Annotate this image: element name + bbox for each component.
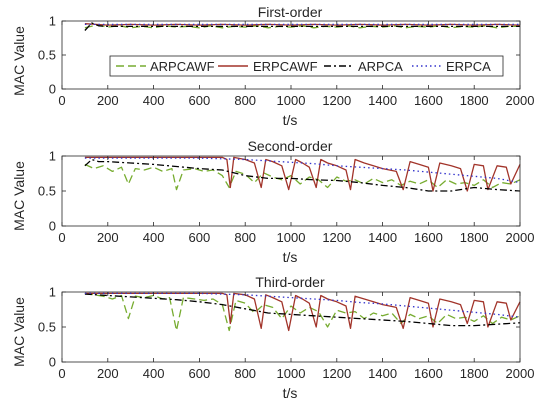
panel-third-order: Third-order MAC Value t/s 0 200 400 600 800 1… [11,274,534,401]
x-tick-label: 1600 [414,366,443,381]
series-line-erpcawf [84,23,521,26]
x-tick-label: 200 [97,93,119,108]
plot-area: 0 200 400 600 800 1000 1200 1400 1600 1800 2000 0 0.… [38,14,535,109]
plot-area: 0 200 400 600 800 1000 1200 1400 1600 1800 2000 0 0.… [38,285,535,382]
x-tick-label: 600 [189,366,211,381]
x-tick-label: 1800 [460,93,489,108]
y-tick-label: 1 [49,14,56,29]
panel-title: First-order [258,4,323,20]
x-tick-label: 1800 [460,230,489,245]
series-line-erpca [84,292,521,318]
x-tick-label: 1200 [322,93,351,108]
x-tick-label: 600 [189,230,211,245]
y-tick-label: 1 [49,285,56,300]
x-tick-label: 2000 [506,366,535,381]
panel-second-order: Second-order MAC Value t/s 0 200 400 600 800… [11,138,534,265]
y-axis-label: MAC Value [11,297,27,367]
x-axis-label: t/s [283,112,298,128]
x-tick-label: 0 [58,93,65,108]
y-tick-label: 0.5 [38,48,56,63]
legend-label: ARPCAWF [150,59,215,74]
series-line-arpcawf [84,163,521,191]
legend: ARPCAWF ERPCAWF ARPCA ERPCA [109,55,504,77]
x-tick-label: 400 [143,93,165,108]
x-tick-label: 1200 [322,366,351,381]
x-tick-label: 1600 [414,93,443,108]
x-tick-label: 1800 [460,366,489,381]
x-tick-label: 2000 [506,230,535,245]
panel-first-order: First-order MAC Value t/s 0 200 400 600 800 1… [11,4,534,128]
x-tick-label: 800 [234,230,256,245]
y-tick-label: 0.5 [38,320,56,335]
plot-background [62,292,520,362]
y-tick-label: 0 [49,82,56,97]
plot-background [62,21,520,89]
x-axis-label: t/s [283,249,298,265]
x-tick-label: 1000 [277,366,306,381]
x-tick-label: 200 [97,366,119,381]
legend-entry-erpca: ERPCA [412,59,491,74]
legend-entry-arpca: ARPCA [324,59,403,74]
x-tick-label: 1000 [277,93,306,108]
x-tick-label: 1400 [368,366,397,381]
x-tick-label: 600 [189,93,211,108]
legend-label: ERPCAWF [253,59,318,74]
series-line-arpca [84,22,520,31]
series-line-erpca [84,157,521,184]
panel-title: Third-order [255,274,325,290]
series-line-arpcawf [84,292,521,332]
x-tick-label: 400 [143,366,165,381]
x-tick-label: 800 [234,366,256,381]
x-tick-label: 1400 [368,230,397,245]
plot-area: 0 200 400 600 800 1000 1200 1400 1600 1800 2000 0 0.… [38,149,535,246]
x-tick-label: 0 [58,230,65,245]
legend-box [109,55,504,77]
y-tick-label: 0 [49,355,56,370]
y-tick-label: 0.5 [38,184,56,199]
x-axis-label: t/s [283,385,298,401]
x-tick-label: 200 [97,230,119,245]
x-tick-label: 800 [234,93,256,108]
legend-entry-erpcawf: ERPCAWF [218,59,318,74]
x-tick-label: 1400 [368,93,397,108]
y-tick-label: 0 [49,219,56,234]
y-tick-label: 1 [49,149,56,164]
series-line-arpca [84,293,521,327]
x-tick-label: 1200 [322,230,351,245]
y-axis-label: MAC Value [11,161,27,231]
x-tick-label: 400 [143,230,165,245]
legend-entry-arpcawf: ARPCAWF [116,59,215,74]
series-line-arpca [84,158,521,192]
x-tick-label: 2000 [506,93,535,108]
legend-label: ARPCA [358,59,403,74]
x-tick-label: 1600 [414,230,443,245]
x-tick-label: 0 [58,366,65,381]
x-tick-label: 1000 [277,230,306,245]
y-axis-label: MAC Value [11,26,27,96]
panel-title: Second-order [248,138,333,154]
legend-label: ERPCA [446,59,491,74]
